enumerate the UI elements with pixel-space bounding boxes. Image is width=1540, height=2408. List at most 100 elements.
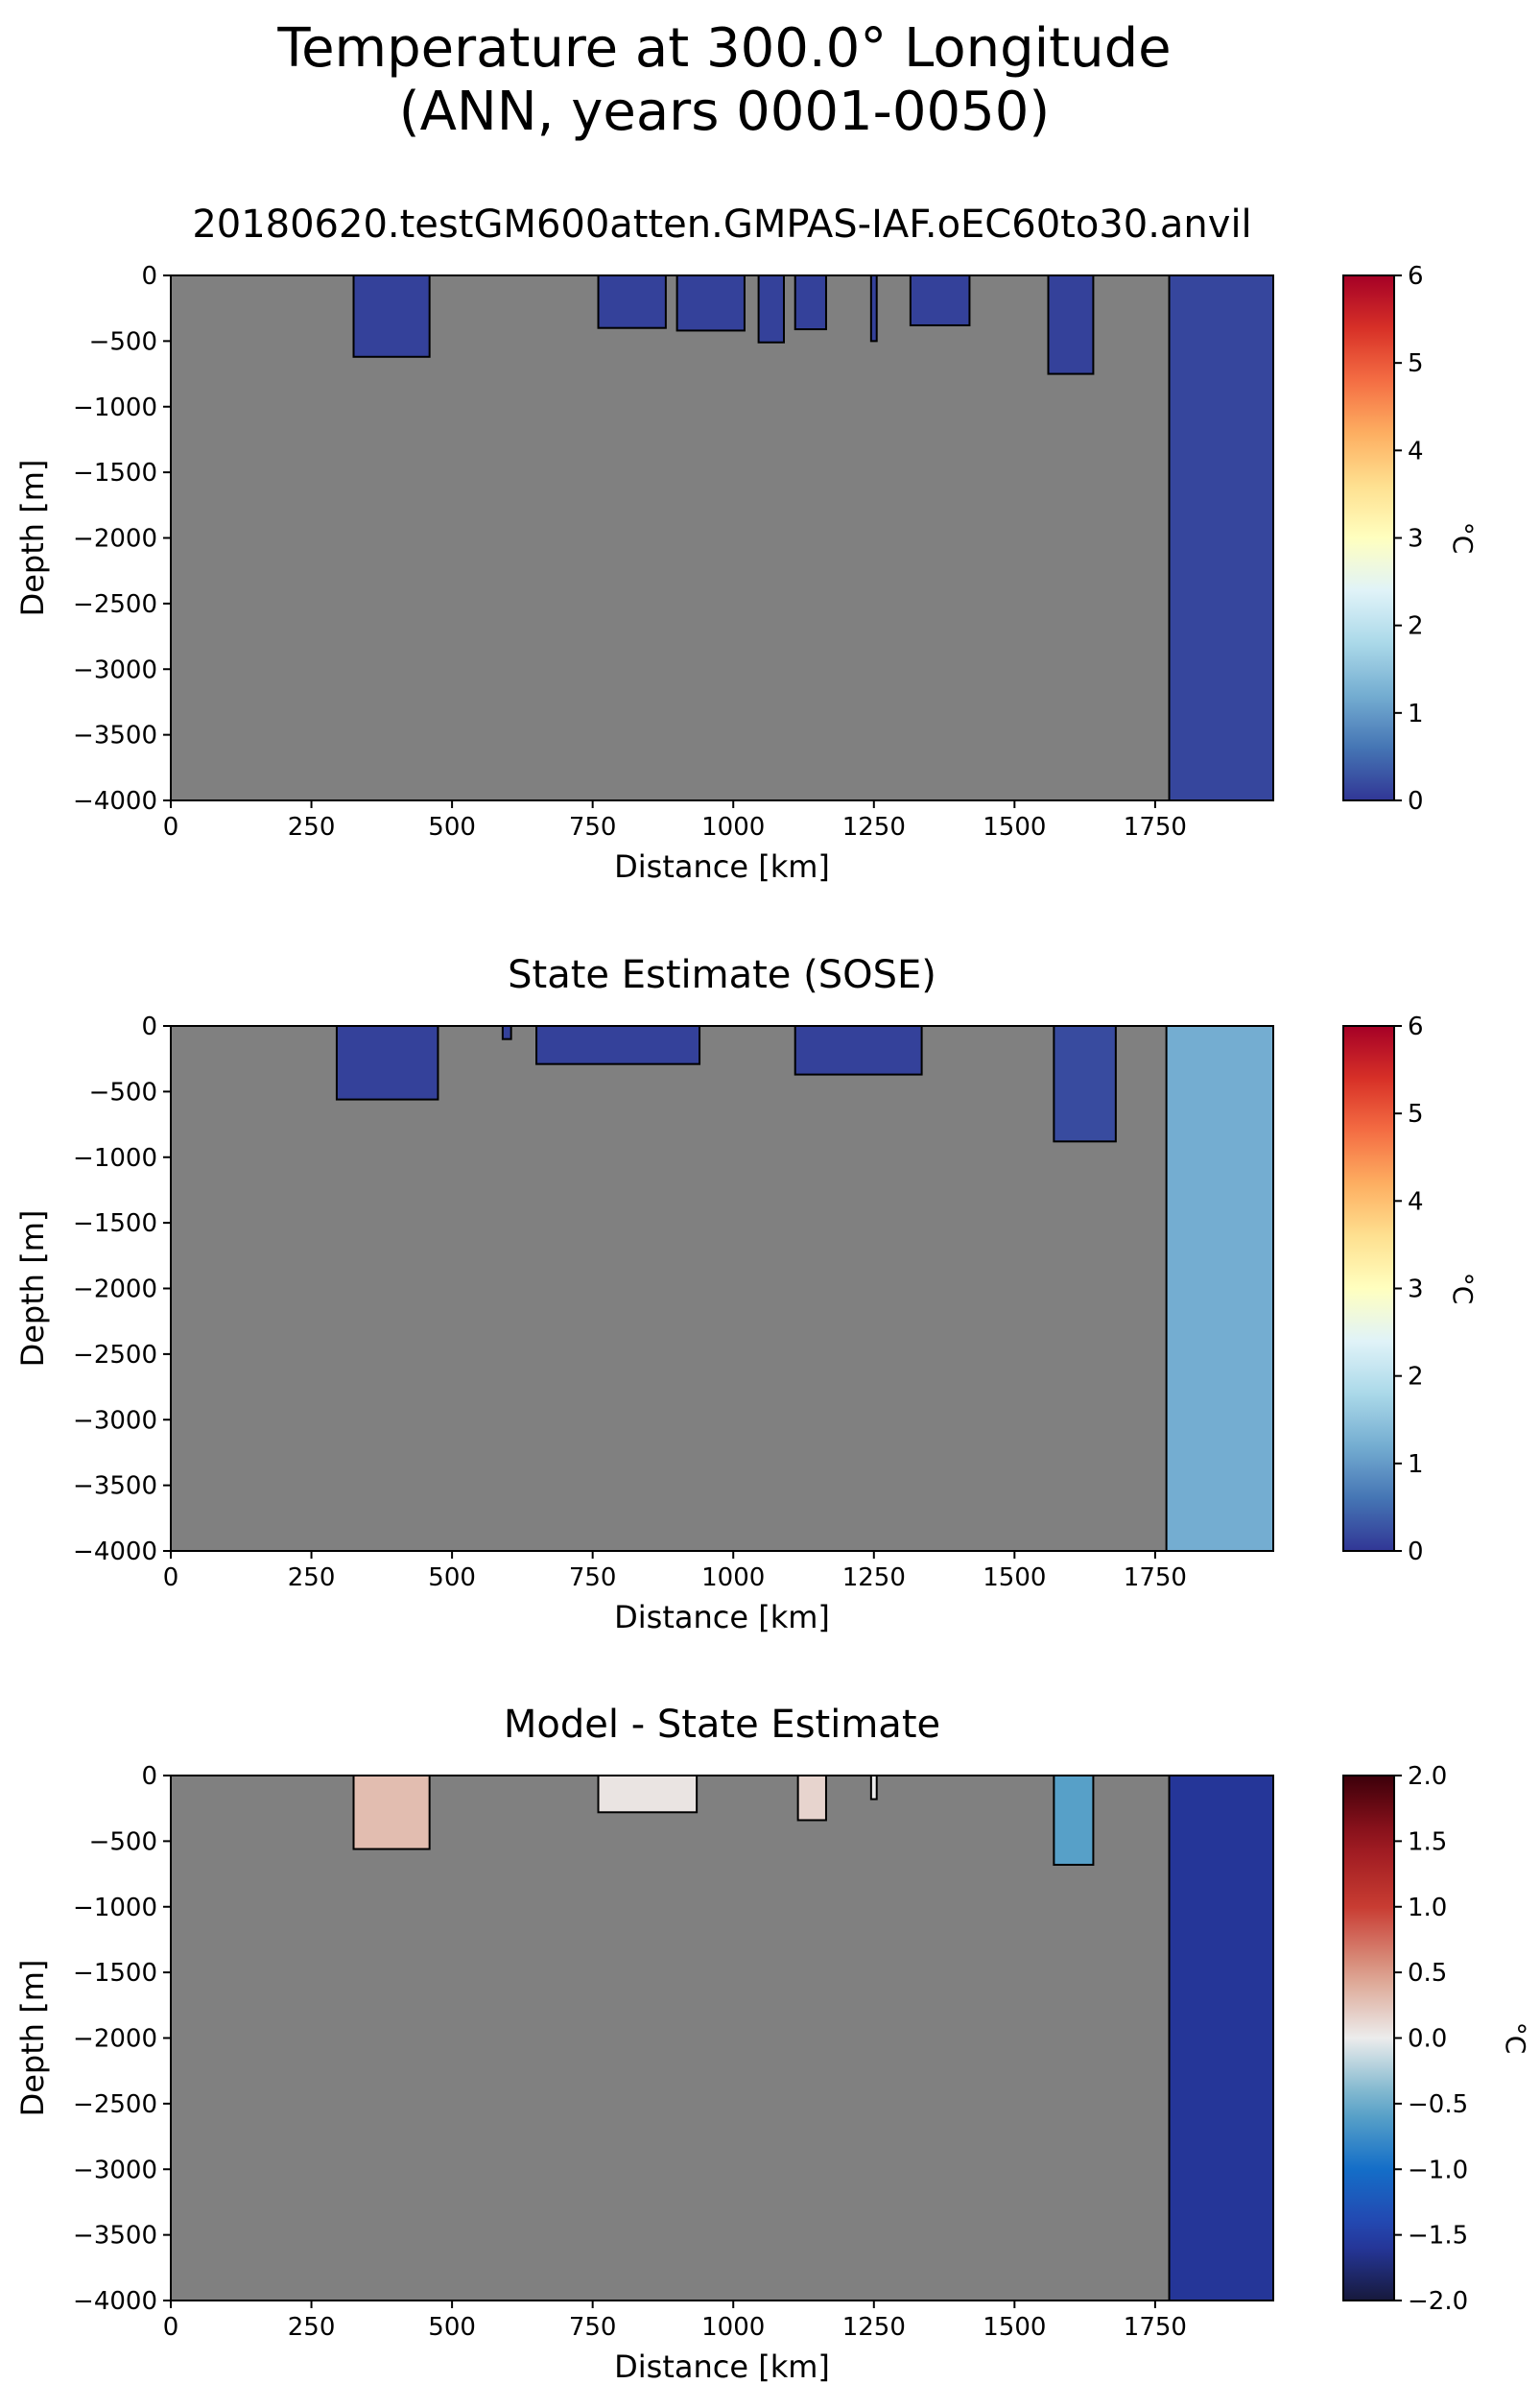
ocean-column-4 [794,1025,923,1076]
ocean-column-8 [1047,274,1095,375]
x-tick-label: 1000 [701,813,765,842]
colorbar-tick-label: 4 [1408,1187,1424,1216]
colorbar-tick-label: 6 [1408,1013,1424,1041]
colorbar-tick-label: −1.5 [1408,2222,1468,2251]
x-tick-label: 500 [428,813,476,842]
colorbar-tick-label: 1 [1408,700,1424,728]
colorbar [1342,274,1395,801]
x-tick-label: 750 [569,1563,617,1592]
colorbar-tick-label: −1.0 [1408,2156,1468,2184]
colorbar-tick-label: 0.0 [1408,2025,1447,2054]
colorbar-tick-label: 0 [1408,787,1424,816]
y-tick-label: −3500 [73,2222,157,2251]
land-mask [171,275,1273,800]
ocean-column-2 [597,274,667,329]
x-tick-label: 1000 [701,1563,765,1592]
x-axis-label: Distance [km] [614,1599,830,1635]
y-tick-label: −2500 [73,590,157,619]
x-tick-label: 1000 [701,2313,765,2342]
x-tick-label: 0 [163,813,179,842]
y-tick-label: −1000 [73,393,157,422]
colorbar-tick-label: 2.0 [1408,1762,1447,1791]
colorbar-tick-label: −0.5 [1408,2090,1468,2119]
y-tick-label: −4000 [73,787,157,816]
y-tick-label: −4000 [73,1538,157,1566]
y-tick-label: −1500 [73,459,157,488]
y-tick-label: −3500 [73,722,157,751]
colorbar-tick-label: 0 [1408,1538,1424,1566]
ocean-column-9 [1168,274,1274,801]
y-axis-label: Depth [m] [14,1210,51,1368]
ocean-column-1 [335,1025,439,1101]
x-tick-label: 250 [288,2313,336,2342]
ocean-column-6 [1165,1025,1274,1552]
y-tick-label: −500 [89,1078,157,1107]
x-tick-label: 250 [288,1563,336,1592]
colorbar-label: °C [1447,1273,1479,1305]
y-tick-label: 0 [141,1762,157,1791]
ocean-column-3 [796,1775,827,1822]
ocean-column-1 [352,1775,431,1850]
colorbar-tick-label: 3 [1408,525,1424,554]
y-axis-label: Depth [m] [14,1960,51,2117]
y-tick-label: −2000 [73,1276,157,1304]
x-tick-label: 1750 [1124,1563,1187,1592]
colorbar-tick-label: 1.0 [1408,1894,1447,1922]
colorbar-tick-label: 4 [1408,437,1424,465]
y-tick-label: −3000 [73,2156,157,2184]
ocean-column-2 [501,1025,512,1040]
colorbar-tick-label: 3 [1408,1276,1424,1304]
x-tick-label: 250 [288,813,336,842]
colorbar-tick-label: 5 [1408,349,1424,378]
colorbar-label: °C [1447,522,1479,555]
colorbar-tick-label: 1.5 [1408,1827,1447,1856]
y-tick-label: −1000 [73,1894,157,1922]
x-tick-label: 1250 [842,813,906,842]
ocean-column-3 [675,274,746,332]
x-tick-label: 1500 [983,2313,1046,2342]
colorbar-tick-label: 2 [1408,612,1424,641]
subplot-title: Model - State Estimate [504,1703,940,1747]
colorbar-tick-label: 6 [1408,262,1424,291]
y-tick-label: 0 [141,262,157,291]
ocean-column-3 [535,1025,701,1065]
subplot-title: 20180620.testGM600atten.GMPAS-IAF.oEC60t… [192,203,1251,247]
x-tick-label: 1750 [1124,2313,1187,2342]
x-axis-label: Distance [km] [614,848,830,885]
colorbar [1342,1025,1395,1552]
x-tick-label: 0 [163,1563,179,1592]
ocean-column-2 [597,1775,699,1814]
x-tick-label: 1250 [842,2313,906,2342]
colorbar [1342,1775,1395,2301]
y-tick-label: 0 [141,1013,157,1041]
ocean-column-5 [1053,1025,1117,1143]
x-tick-label: 500 [428,1563,476,1592]
y-tick-label: −500 [89,1827,157,1856]
x-tick-label: 750 [569,813,617,842]
ocean-column-1 [352,274,431,358]
colorbar-tick-label: 2 [1408,1363,1424,1392]
y-axis-label: Depth [m] [14,460,51,617]
y-tick-label: −3000 [73,1406,157,1435]
y-tick-label: −1500 [73,1209,157,1238]
ocean-column-6 [869,274,878,343]
y-tick-label: −2000 [73,2025,157,2054]
colorbar-label: °C [1500,2022,1531,2055]
y-tick-label: −3500 [73,1472,157,1501]
subplot-1: 20180620.testGM600atten.GMPAS-IAF.oEC60t… [14,203,1479,885]
colorbar-tick-label: −2.0 [1408,2287,1468,2316]
figure-title-line-2: (ANN, years 0001-0050) [398,81,1051,143]
y-tick-label: −1000 [73,1144,157,1173]
y-tick-label: −3000 [73,656,157,684]
x-tick-label: 500 [428,2313,476,2342]
land-mask [171,1776,1273,2301]
x-axis-label: Distance [km] [614,2348,830,2385]
ocean-column-4 [869,1775,878,1800]
y-tick-label: −2000 [73,525,157,554]
ocean-column-4 [757,274,785,344]
ocean-column-5 [794,274,827,331]
subplot-title: State Estimate (SOSE) [508,953,936,997]
colorbar-tick-label: 1 [1408,1450,1424,1479]
figure-title-line-1: Temperature at 300.0° Longitude [277,17,1172,80]
